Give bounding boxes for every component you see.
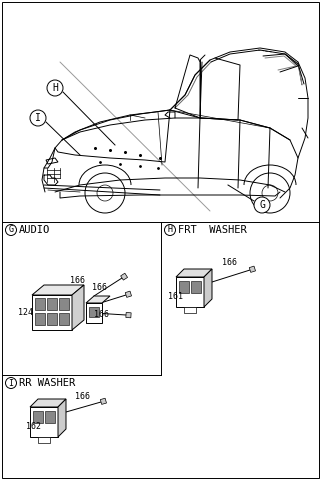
Bar [59,298,69,310]
Bar [45,411,55,423]
Bar [35,298,45,310]
Polygon shape [204,269,212,307]
Text: FRT  WASHER: FRT WASHER [178,225,247,235]
Text: G: G [259,200,265,210]
Text: G: G [8,226,13,235]
Text: 166: 166 [70,276,85,285]
Text: H: H [52,83,58,93]
Bar [35,313,45,325]
Bar [176,277,204,307]
Text: 166: 166 [92,283,107,292]
Text: H: H [168,226,172,235]
Polygon shape [126,312,131,318]
Polygon shape [58,399,66,437]
Bar [32,295,72,330]
Text: RR WASHER: RR WASHER [19,378,75,388]
Polygon shape [125,291,132,298]
Bar [47,313,57,325]
Text: 162: 162 [26,422,41,431]
Polygon shape [249,266,256,272]
Bar [38,437,50,443]
Bar [59,313,69,325]
Circle shape [30,110,46,126]
Bar [47,298,57,310]
Circle shape [5,225,16,236]
Bar [30,407,58,437]
Text: I: I [8,379,13,387]
Text: 124: 124 [18,308,33,317]
Bar [184,307,196,313]
Bar [179,281,189,293]
Circle shape [47,80,63,96]
Text: 166: 166 [75,392,90,401]
Polygon shape [30,399,66,407]
Bar [86,303,102,323]
Polygon shape [32,285,84,295]
Text: 161: 161 [168,292,183,301]
Polygon shape [86,296,110,303]
Text: AUDIO: AUDIO [19,225,50,235]
Text: 166: 166 [222,258,237,267]
Polygon shape [100,398,107,405]
Polygon shape [176,269,212,277]
Circle shape [254,197,270,213]
Polygon shape [121,273,127,280]
Bar [89,307,99,317]
Text: I: I [35,113,41,123]
Polygon shape [72,285,84,330]
Circle shape [164,225,176,236]
Text: 166: 166 [94,310,109,319]
Bar [33,411,43,423]
Bar [191,281,201,293]
Circle shape [5,377,16,388]
